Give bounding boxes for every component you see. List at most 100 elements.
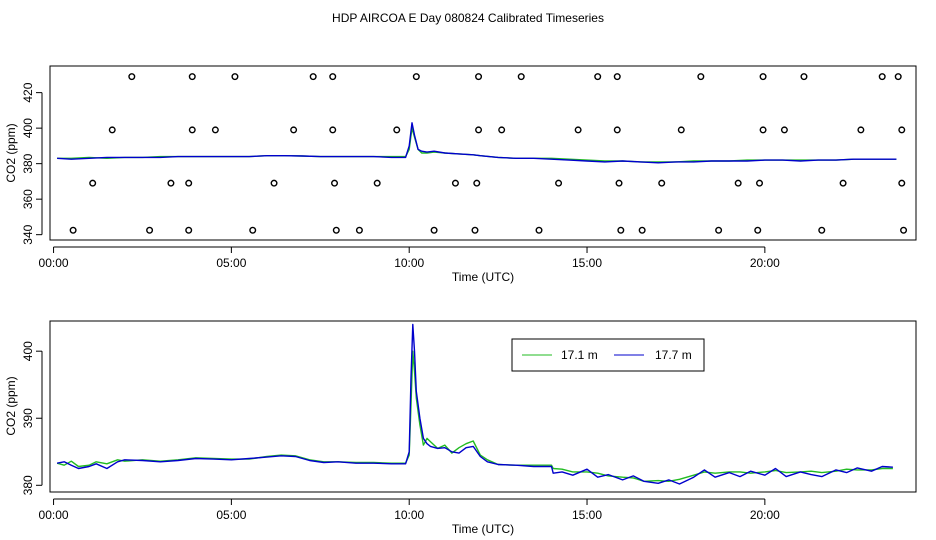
series-line-17-7m: [57, 122, 897, 164]
calibration-point: [185, 179, 193, 187]
calibration-point: [473, 179, 481, 187]
bottom-y-axis: 380 390 400: [21, 341, 43, 495]
calibration-point: [898, 179, 906, 187]
y-tick-label: 400: [21, 118, 35, 138]
calibration-point: [517, 73, 525, 81]
calibration-point: [430, 226, 438, 234]
calibration-point: [188, 73, 196, 81]
x-tick-label: 20:00: [750, 256, 780, 270]
top-y-axis: 340 360 380 400 420: [21, 82, 43, 245]
x-tick-label: 05:00: [216, 256, 246, 270]
calibration-point: [498, 126, 506, 134]
x-tick-label: 00:00: [39, 256, 69, 270]
calibration-point: [839, 179, 847, 187]
calibration-point: [412, 73, 420, 81]
calibration-point: [373, 179, 381, 187]
calibration-point: [894, 73, 902, 81]
top-x-axis: 00:00 05:00 10:00 15:00 20:00: [39, 246, 780, 270]
series-line-17-7m: [56, 323, 893, 485]
calibration-point: [249, 226, 257, 234]
top-calibration-points: [69, 73, 908, 234]
legend-label-17-7: 17.7 m: [655, 348, 692, 362]
calibration-point: [754, 226, 762, 234]
series-line-17-1m: [56, 350, 893, 482]
calibration-point: [756, 179, 764, 187]
calibration-point: [146, 226, 154, 234]
calibration-point: [780, 126, 788, 134]
y-tick-label: 390: [21, 408, 35, 428]
calibration-point: [638, 226, 646, 234]
y-tick-label: 380: [21, 475, 35, 495]
calibration-point: [857, 126, 865, 134]
calibration-point: [900, 226, 908, 234]
calibration-point: [475, 126, 483, 134]
x-tick-label: 20:00: [750, 508, 780, 522]
calibration-point: [898, 126, 906, 134]
calibration-point: [878, 73, 886, 81]
y-tick-label: 400: [21, 341, 35, 361]
calibration-point: [617, 226, 625, 234]
top-plot-frame: [49, 65, 917, 241]
calibration-point: [290, 126, 298, 134]
calibration-point: [69, 226, 77, 234]
calibration-point: [167, 179, 175, 187]
calibration-point: [734, 179, 742, 187]
calibration-point: [555, 179, 563, 187]
chart-title: HDP AIRCOA E Day 080824 Calibrated Times…: [332, 11, 604, 25]
top-x-axis-label: Time (UTC): [452, 270, 514, 284]
calibration-point: [613, 73, 621, 81]
top-panel: 00:00 05:00 10:00 15:00 20:00 340 360 380 400 42…: [4, 65, 917, 284]
calibration-point: [231, 73, 239, 81]
legend-label-17-1: 17.1 m: [561, 348, 598, 362]
calibration-point: [594, 73, 602, 81]
calibration-point: [185, 226, 193, 234]
calibration-point: [800, 73, 808, 81]
calibration-point: [331, 179, 339, 187]
calibration-point: [329, 73, 337, 81]
calibration-point: [108, 126, 116, 134]
calibration-point: [697, 73, 705, 81]
x-tick-label: 15:00: [572, 256, 602, 270]
bottom-x-axis-label: Time (UTC): [452, 522, 514, 536]
calibration-point: [332, 226, 340, 234]
calibration-point: [211, 126, 219, 134]
calibration-point: [89, 179, 97, 187]
x-tick-label: 10:00: [394, 508, 424, 522]
calibration-point: [818, 226, 826, 234]
y-tick-label: 420: [21, 82, 35, 102]
x-tick-label: 00:00: [39, 508, 69, 522]
bottom-plot-frame: [49, 320, 917, 493]
x-tick-label: 05:00: [216, 508, 246, 522]
calibration-point: [613, 126, 621, 134]
calibration-point: [355, 226, 363, 234]
x-tick-label: 15:00: [572, 508, 602, 522]
calibration-point: [451, 179, 459, 187]
calibration-point: [329, 126, 337, 134]
y-tick-label: 360: [21, 189, 35, 209]
y-tick-label: 340: [21, 224, 35, 244]
top-series-lines: [57, 122, 897, 164]
calibration-point: [128, 73, 136, 81]
calibration-point: [658, 179, 666, 187]
calibration-point: [759, 126, 767, 134]
calibration-point: [471, 226, 479, 234]
x-tick-label: 10:00: [394, 256, 424, 270]
calibration-point: [270, 179, 278, 187]
calibration-point: [188, 126, 196, 134]
calibration-point: [393, 126, 401, 134]
top-y-axis-label: CO2 (ppm): [4, 123, 18, 182]
bottom-y-axis-label: CO2 (ppm): [4, 376, 18, 435]
bottom-x-axis: 00:00 05:00 10:00 15:00 20:00: [39, 498, 780, 522]
calibration-point: [309, 73, 317, 81]
bottom-panel: 00:00 05:00 10:00 15:00 20:00 380 390 400 Time…: [4, 320, 917, 536]
calibration-point: [475, 73, 483, 81]
calibration-point: [715, 226, 723, 234]
calibration-point: [535, 226, 543, 234]
y-tick-label: 380: [21, 153, 35, 173]
legend: 17.1 m 17.7 m: [511, 338, 705, 372]
calibration-point: [574, 126, 582, 134]
calibration-point: [615, 179, 623, 187]
calibration-point: [677, 126, 685, 134]
calibration-point: [759, 73, 767, 81]
